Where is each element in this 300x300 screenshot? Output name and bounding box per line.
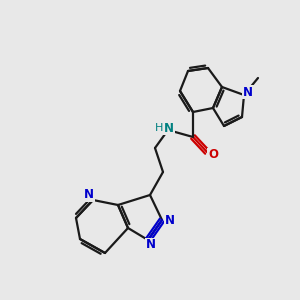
Text: N: N xyxy=(84,188,94,202)
Text: N: N xyxy=(164,122,174,134)
Text: N: N xyxy=(243,85,253,98)
Text: O: O xyxy=(208,148,218,161)
Text: N: N xyxy=(146,238,156,251)
Text: N: N xyxy=(165,214,175,226)
Text: H: H xyxy=(155,123,163,133)
